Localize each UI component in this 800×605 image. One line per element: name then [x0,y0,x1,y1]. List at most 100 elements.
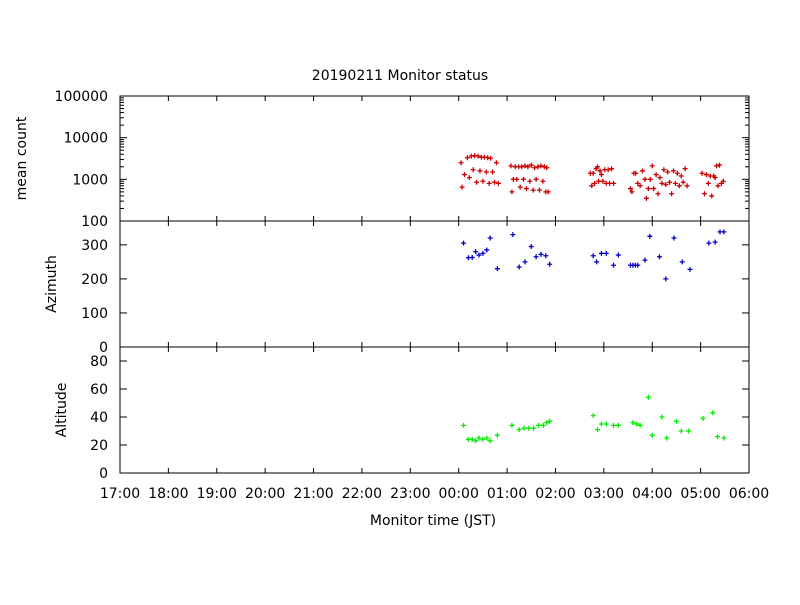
data-point [721,229,727,235]
data-point [493,160,499,166]
y-axis-label: Azimuth [44,255,60,313]
y-tick-label: 1000 [72,172,108,188]
data-point [686,428,692,434]
data-point [490,169,496,175]
data-point [598,172,604,178]
data-point [519,164,525,170]
data-point [590,253,596,259]
data-point [476,252,482,258]
data-point [517,184,523,190]
data-point [461,172,467,178]
data-point [603,421,609,427]
data-point [659,180,665,186]
data-point [664,435,670,441]
data-point [615,252,621,258]
data-point [705,180,711,186]
data-point [721,435,727,441]
y-tick-label: 100 [81,306,108,322]
data-point [663,276,669,282]
data-point [703,172,709,178]
data-point [637,422,643,428]
data-point [653,172,659,178]
data-point [509,189,515,195]
data-point [595,427,601,433]
x-tick-label: 05:00 [680,486,720,502]
data-point [495,180,501,186]
data-point [528,244,534,250]
data-point [716,162,722,168]
data-point [475,153,481,159]
y-axis-label: Altitude [54,383,70,438]
x-tick-label: 03:00 [584,486,624,502]
y-axis-label: mean count [14,116,30,200]
data-point [523,186,529,192]
panel-2: 0 100 200 300 Azimuth [44,220,750,356]
y-tick-label: 100000 [55,89,108,105]
data-point [541,164,547,170]
data-point [609,166,615,172]
x-tick-label: 01:00 [487,486,527,502]
data-point [531,425,537,431]
data-point [603,250,609,256]
data-point [600,178,606,184]
data-point [642,176,648,182]
y-tick-label: 300 [81,238,108,254]
data-point [635,262,641,268]
data-point [699,170,705,176]
y-tick-label: 20 [90,438,108,454]
x-tick-label: 04:00 [632,486,672,502]
data-point [676,183,682,189]
data-point [508,163,514,169]
data-point [469,436,475,442]
y-tick-label: 200 [81,272,108,288]
data-point [536,422,542,428]
data-point [545,189,551,195]
x-tick-label: 21:00 [293,486,333,502]
data-point [633,170,639,176]
data-point [544,420,550,426]
x-tick-label: 02:00 [535,486,575,502]
data-point [589,183,595,189]
data-point [458,160,464,166]
data-point [547,418,553,424]
data-point [701,191,707,197]
data-point [483,169,489,175]
data-point [667,179,673,185]
y-tick-label: 100 [81,214,108,230]
data-point [678,428,684,434]
data-point [533,254,539,260]
data-point [494,266,500,272]
data-point [672,180,678,186]
data-point [594,259,600,265]
data-point [484,247,490,253]
data-point [645,394,651,400]
data-point [671,235,677,241]
data-point [480,250,486,256]
data-point [487,438,493,444]
panel-1: 100 1000 10000 100000 mean count [14,89,750,230]
data-point [715,183,721,189]
data-point [592,180,598,186]
data-point [484,435,490,441]
data-point [464,155,470,161]
data-point [647,176,653,182]
data-point [473,249,479,255]
data-point [528,162,534,168]
data-point [536,187,542,193]
x-tick-label: 06:00 [729,486,769,502]
data-point [590,413,596,419]
data-point [595,164,601,170]
x-tick-label: 20:00 [245,486,285,502]
data-point [596,178,602,184]
data-point [671,168,677,174]
data-point [510,232,516,238]
data-point [611,262,617,268]
data-point [480,178,486,184]
data-point [649,432,655,438]
y-tick-label: 40 [90,410,108,426]
data-point [590,170,596,176]
data-point [700,415,706,421]
data-point [640,168,646,174]
data-point [682,166,688,172]
